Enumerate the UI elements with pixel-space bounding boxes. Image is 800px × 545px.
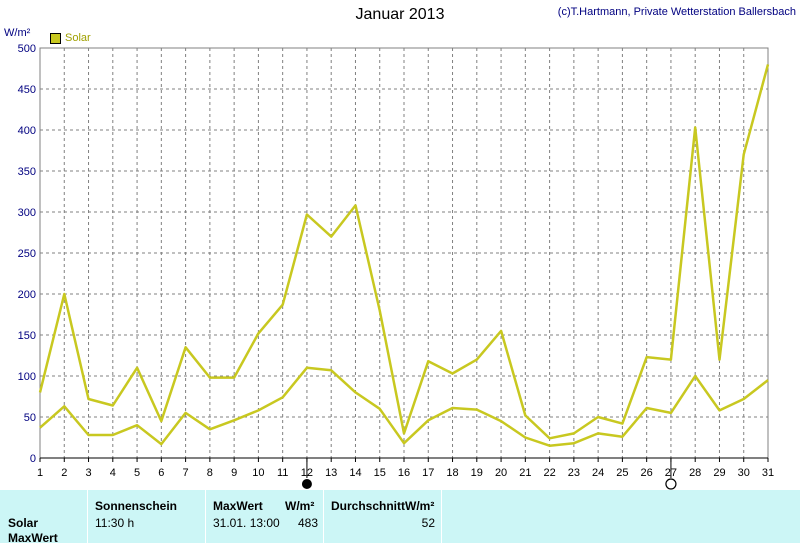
- legend-label: Solar: [65, 32, 91, 44]
- y-tick-label: 0: [30, 453, 36, 465]
- row-label-maxwert: MaxWert: [8, 531, 58, 545]
- chart-title: Januar 2013: [355, 6, 445, 23]
- y-tick-label: 350: [18, 166, 36, 178]
- x-tick-label: 1: [37, 467, 43, 479]
- x-tick-label: 15: [374, 467, 386, 479]
- summary-panel: Solar MaxWert Sonnenschein MaxWert W/m² …: [0, 490, 800, 545]
- x-tick-label: 7: [183, 467, 189, 479]
- header-max-unit: W/m²: [285, 499, 315, 513]
- x-tick-label: 29: [713, 467, 725, 479]
- y-tick-label: 300: [18, 207, 36, 219]
- x-tick-label: 6: [158, 467, 164, 479]
- sunshine-value: 11:30 h: [95, 516, 135, 530]
- x-tick-label: 25: [616, 467, 628, 479]
- y-tick-label: 400: [18, 125, 36, 137]
- x-tick-label: 8: [207, 467, 213, 479]
- panel-divider: [441, 490, 442, 543]
- x-tick-label: 4: [110, 467, 116, 479]
- credit-text: (c)T.Hartmann, Private Wetterstation Bal…: [557, 6, 796, 18]
- header-sonnenschein: Sonnenschein: [95, 499, 178, 513]
- x-tick-label: 19: [471, 467, 483, 479]
- panel-divider: [323, 490, 324, 543]
- max-date-value: 31.01. 13:00: [213, 516, 280, 530]
- x-tick-label: 30: [738, 467, 750, 479]
- legend: Solar: [50, 32, 91, 44]
- average-value: 52: [421, 516, 435, 530]
- x-tick-label: 13: [325, 467, 337, 479]
- series-line-2: [39, 366, 769, 447]
- x-tick-label: 11: [277, 467, 288, 479]
- x-tick-label: 22: [543, 467, 555, 479]
- y-tick-label: 250: [18, 248, 36, 260]
- x-tick-label: 14: [349, 467, 361, 479]
- x-tick-label: 21: [519, 467, 531, 479]
- y-tick-label: 150: [18, 330, 36, 342]
- x-tick-label: 26: [641, 467, 653, 479]
- x-tick-label: 24: [592, 467, 604, 479]
- x-tick-label: 20: [495, 467, 507, 479]
- max-value: 483: [297, 516, 318, 530]
- x-tick-label: 9: [231, 467, 237, 479]
- new-moon-icon: [301, 479, 312, 489]
- x-tick-label: 2: [61, 467, 67, 479]
- x-tick-label: 16: [398, 467, 410, 479]
- y-tick-label: 50: [24, 412, 36, 424]
- x-tick-label: 10: [252, 467, 264, 479]
- row-label-solar: Solar: [8, 516, 39, 530]
- x-tick-label: 17: [422, 467, 434, 479]
- series-line-1: [38, 64, 770, 440]
- x-tick-label: 23: [568, 467, 580, 479]
- x-tick-label: 3: [85, 467, 91, 479]
- y-tick-label: 500: [18, 43, 36, 55]
- x-tick-label: 18: [446, 467, 458, 479]
- panel-divider: [205, 490, 206, 543]
- y-tick-label: 200: [18, 289, 36, 301]
- y-tick-label: 100: [18, 371, 36, 383]
- legend-swatch: [50, 32, 61, 44]
- header-durchschnitt: DurchschnittW/m²: [331, 499, 435, 513]
- y-tick-label: 450: [18, 84, 36, 96]
- x-tick-label: 28: [689, 467, 701, 479]
- full-moon-icon: [665, 478, 677, 490]
- x-tick-label: 31: [762, 467, 774, 479]
- panel-divider: [87, 490, 88, 543]
- x-tick-label: 5: [134, 467, 140, 479]
- y-axis-unit: W/m²: [4, 27, 31, 39]
- header-maxwert: MaxWert: [213, 499, 263, 513]
